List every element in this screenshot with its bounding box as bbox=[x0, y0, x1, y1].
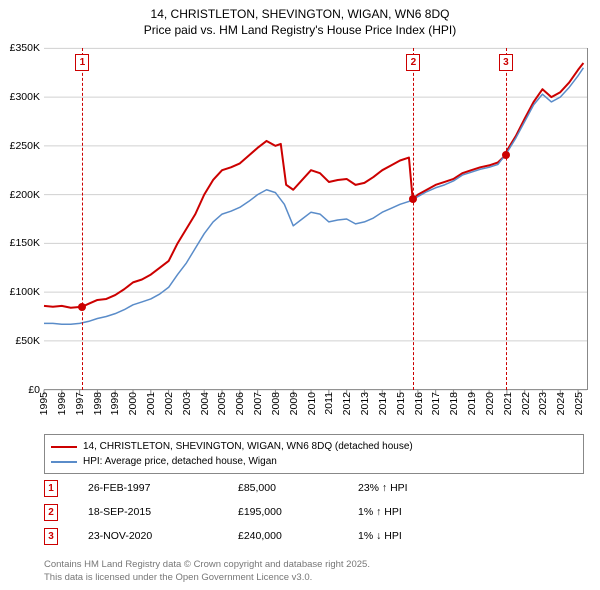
marker-badge-1: 1 bbox=[44, 480, 58, 497]
y-tick-label: £300K bbox=[10, 91, 40, 103]
x-tick-label: 2007 bbox=[252, 392, 264, 415]
plot-area: £0£50K£100K£150K£200K£250K£300K£350K123 bbox=[44, 48, 588, 390]
marker-label-box: 2 bbox=[406, 54, 420, 71]
transaction-table: 1 26-FEB-1997 £85,000 23% ↑ HPI 2 18-SEP… bbox=[44, 476, 584, 548]
x-tick-label: 1996 bbox=[56, 392, 68, 415]
x-tick-label: 2023 bbox=[537, 392, 549, 415]
transaction-pct: 1% ↓ HPI bbox=[358, 530, 518, 542]
transaction-pct: 23% ↑ HPI bbox=[358, 482, 518, 494]
marker-badge-2: 2 bbox=[44, 504, 58, 521]
x-tick-label: 2009 bbox=[288, 392, 300, 415]
legend-label-property: 14, CHRISTLETON, SHEVINGTON, WIGAN, WN6 … bbox=[83, 439, 413, 454]
legend-swatch-hpi bbox=[51, 461, 77, 463]
x-tick-label: 2001 bbox=[145, 392, 157, 415]
transaction-price: £85,000 bbox=[238, 482, 358, 494]
marker-point bbox=[409, 195, 417, 203]
x-tick-label: 2019 bbox=[466, 392, 478, 415]
x-tick-label: 1998 bbox=[92, 392, 104, 415]
footer-line-2: This data is licensed under the Open Gov… bbox=[44, 572, 370, 584]
x-tick-label: 2011 bbox=[323, 392, 335, 415]
x-tick-label: 2006 bbox=[234, 392, 246, 415]
marker-point bbox=[502, 151, 510, 159]
y-tick-label: £200K bbox=[10, 189, 40, 201]
x-tick-label: 2016 bbox=[413, 392, 425, 415]
y-tick-label: £250K bbox=[10, 140, 40, 152]
legend: 14, CHRISTLETON, SHEVINGTON, WIGAN, WN6 … bbox=[44, 434, 584, 474]
x-tick-label: 2021 bbox=[502, 392, 514, 415]
table-row: 2 18-SEP-2015 £195,000 1% ↑ HPI bbox=[44, 500, 584, 524]
footer-attribution: Contains HM Land Registry data © Crown c… bbox=[44, 559, 370, 584]
chart-container: 14, CHRISTLETON, SHEVINGTON, WIGAN, WN6 … bbox=[0, 0, 600, 590]
table-row: 3 23-NOV-2020 £240,000 1% ↓ HPI bbox=[44, 524, 584, 548]
x-axis: 1995199619971998199920002001200220032004… bbox=[44, 392, 588, 432]
transaction-date: 26-FEB-1997 bbox=[88, 482, 238, 494]
x-tick-label: 2024 bbox=[555, 392, 567, 415]
transaction-price: £195,000 bbox=[238, 506, 358, 518]
x-tick-label: 2008 bbox=[270, 392, 282, 415]
legend-item-property: 14, CHRISTLETON, SHEVINGTON, WIGAN, WN6 … bbox=[51, 439, 577, 454]
marker-point bbox=[78, 303, 86, 311]
x-tick-label: 1995 bbox=[38, 392, 50, 415]
footer-line-1: Contains HM Land Registry data © Crown c… bbox=[44, 559, 370, 571]
y-tick-label: £350K bbox=[10, 42, 40, 54]
x-tick-label: 2010 bbox=[306, 392, 318, 415]
chart-title: 14, CHRISTLETON, SHEVINGTON, WIGAN, WN6 … bbox=[0, 0, 600, 38]
legend-swatch-property bbox=[51, 446, 77, 448]
x-tick-label: 2003 bbox=[181, 392, 193, 415]
transaction-date: 23-NOV-2020 bbox=[88, 530, 238, 542]
marker-label-box: 3 bbox=[499, 54, 513, 71]
legend-item-hpi: HPI: Average price, detached house, Wiga… bbox=[51, 454, 577, 469]
x-tick-label: 2012 bbox=[341, 392, 353, 415]
marker-vline bbox=[82, 48, 83, 390]
legend-label-hpi: HPI: Average price, detached house, Wiga… bbox=[83, 454, 277, 469]
marker-label-box: 1 bbox=[75, 54, 89, 71]
x-tick-label: 2005 bbox=[216, 392, 228, 415]
x-tick-label: 2014 bbox=[377, 392, 389, 415]
transaction-price: £240,000 bbox=[238, 530, 358, 542]
transaction-date: 18-SEP-2015 bbox=[88, 506, 238, 518]
x-tick-label: 2025 bbox=[573, 392, 585, 415]
x-tick-label: 2004 bbox=[199, 392, 211, 415]
x-tick-label: 2002 bbox=[163, 392, 175, 415]
x-tick-label: 2017 bbox=[430, 392, 442, 415]
marker-vline bbox=[413, 48, 414, 390]
x-tick-label: 2018 bbox=[448, 392, 460, 415]
marker-vline bbox=[506, 48, 507, 390]
title-line-2: Price paid vs. HM Land Registry's House … bbox=[0, 22, 600, 38]
transaction-pct: 1% ↑ HPI bbox=[358, 506, 518, 518]
title-line-1: 14, CHRISTLETON, SHEVINGTON, WIGAN, WN6 … bbox=[0, 6, 600, 22]
x-tick-label: 1999 bbox=[109, 392, 121, 415]
y-tick-label: £100K bbox=[10, 286, 40, 298]
x-tick-label: 2022 bbox=[520, 392, 532, 415]
marker-badge-3: 3 bbox=[44, 528, 58, 545]
y-tick-label: £50K bbox=[15, 335, 40, 347]
x-tick-label: 2015 bbox=[395, 392, 407, 415]
x-tick-label: 2000 bbox=[127, 392, 139, 415]
x-tick-label: 2013 bbox=[359, 392, 371, 415]
x-tick-label: 2020 bbox=[484, 392, 496, 415]
x-tick-label: 1997 bbox=[74, 392, 86, 415]
y-tick-label: £150K bbox=[10, 237, 40, 249]
table-row: 1 26-FEB-1997 £85,000 23% ↑ HPI bbox=[44, 476, 584, 500]
